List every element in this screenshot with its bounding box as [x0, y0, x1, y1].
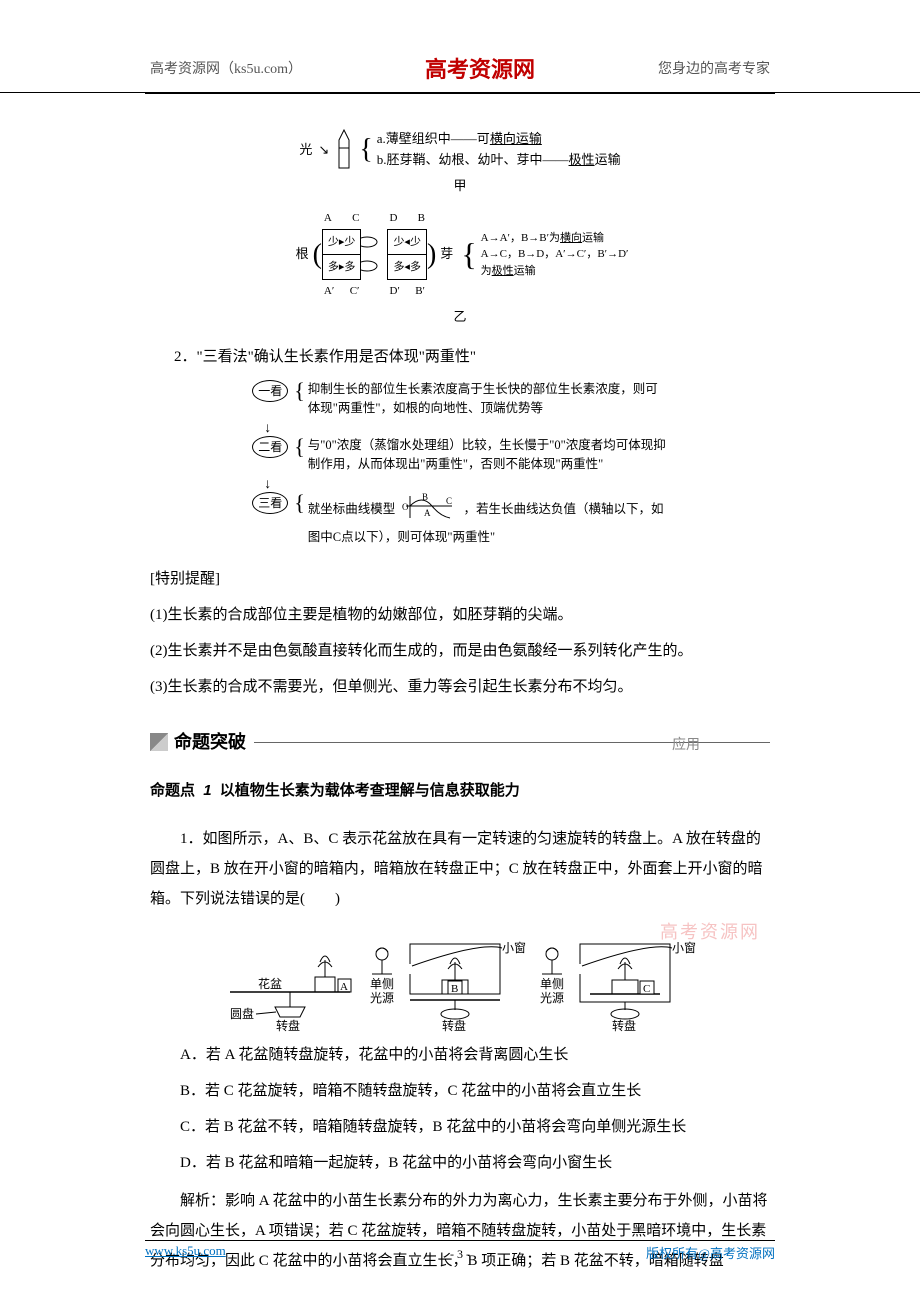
transport-brace: A→A′，B→B′为横向运输 A→C，B→D，A′→C′，B′→D′ 为极性运输 [481, 230, 629, 280]
svg-text:B: B [451, 983, 458, 995]
brace-icon: { [294, 436, 305, 458]
light-label: 光 [299, 140, 312, 161]
section-2-title: 2．"三看法"确认生长素作用是否体现"两重性" [174, 342, 770, 372]
svg-text:光源: 光源 [540, 991, 564, 1005]
analysis-block: 解析：影响 A 花盆中的小苗生长素分布的外力为离心力，生长素主要分布于外侧，小苗… [150, 1186, 770, 1276]
mini-graph-icon: O A B C [402, 492, 456, 528]
sankan-bubble-2: 二看 [252, 436, 288, 458]
d1-line-a: a.薄壁组织中——可横向运输 [377, 129, 621, 150]
svg-text:圆盘: 圆盘 [230, 1006, 254, 1021]
header-left: 高考资源网（ks5u.com） [150, 58, 302, 78]
svg-text:A: A [424, 508, 431, 518]
footer-url[interactable]: www.ks5u.com [145, 1243, 226, 1259]
figure-block: 高考资源网 花盆 A 圆盘 转盘 [150, 922, 770, 1032]
header-logo: 高考资源网 [425, 52, 535, 84]
sankan-row-3: 三看 { 就坐标曲线模型 O A B C [252, 492, 668, 547]
arrow-down-icon: ↓ [252, 479, 668, 492]
brace-line-0: A→A′，B→B′为横向运输 [481, 232, 604, 244]
svg-text:转盘: 转盘 [612, 1018, 636, 1032]
svg-text:O: O [402, 502, 409, 512]
cmd-line: 应用 [254, 742, 770, 743]
footer-copyright: 版权所有@高考资源网 [646, 1243, 775, 1262]
svg-text:A: A [340, 981, 348, 993]
brace-icon: { [461, 245, 476, 264]
topic-title: 命题点 1 以植物生长素为载体考查理解与信息获取能力 [150, 776, 770, 806]
arrow-down-icon: ↓ [252, 423, 668, 436]
brace-icon: ( [313, 245, 322, 265]
brace-icon: ) [427, 245, 436, 265]
watermark: 高考资源网 [660, 914, 760, 950]
svg-text:C: C [643, 983, 650, 995]
svg-text:转盘: 转盘 [276, 1018, 300, 1032]
content-area: 光 ↘ { a.薄壁组织中——可横向运输 b.胚芽鞘、幼根、幼叶、芽中——极性运… [0, 94, 920, 1276]
coleoptile-icon [329, 128, 359, 172]
root-tip-icon [361, 234, 387, 274]
header-right: 您身边的高考专家 [658, 58, 770, 78]
cmd-right: 应用 [672, 732, 700, 760]
cell-block-left: AC 少▸少多▸多 A′C′ [322, 207, 362, 302]
sankan-row-1: 一看 { 抑制生长的部位生长素浓度高于生长快的部位生长素浓度，则可体现"两重性"… [252, 380, 668, 418]
sankanfa-diagram: 一看 { 抑制生长的部位生长素浓度高于生长快的部位生长素浓度，则可体现"两重性"… [150, 380, 770, 553]
option-d: D．若 B 花盆和暗箱一起旋转，B 花盆中的小苗将会弯向小窗生长 [180, 1148, 770, 1178]
special-note: [特别提醒] (1)生长素的合成部位主要是植物的幼嫩部位，如胚芽鞘的尖端。 (2… [150, 564, 770, 702]
svg-text:单侧: 单侧 [370, 977, 394, 991]
caption-jia: 甲 [299, 176, 620, 197]
analysis-text: 解析：影响 A 花盆中的小苗生长素分布的外力为离心力，生长素主要分布于外侧，小苗… [150, 1186, 770, 1276]
sankan-row-2: 二看 { 与"0"浓度（蒸馏水处理组）比较，生长慢于"0"浓度者均可体现抑制作用… [252, 436, 668, 474]
page-footer: www.ks5u.com - 3 - 版权所有@高考资源网 [145, 1240, 775, 1262]
question-text: 1．如图所示，A、B、C 表示花盆放在具有一定转速的匀速旋转的转盘上。A 放在转… [150, 824, 770, 914]
diagram-jia: 光 ↘ { a.薄壁组织中——可横向运输 b.胚芽鞘、幼根、幼叶、芽中——极性运… [150, 128, 770, 197]
special-item-2: (2)生长素并不是由色氨酸直接转化而生成的，而是由色氨酸经一系列转化产生的。 [150, 636, 770, 666]
experiment-figure: 花盆 A 圆盘 转盘 单侧 光源 [220, 922, 700, 1032]
bud-label: 芽 [440, 241, 453, 267]
brace-icon: { [359, 142, 372, 159]
footer-page-num: - 3 - [450, 1247, 470, 1262]
root-label: 根 [296, 241, 309, 267]
caption-yi: 乙 [292, 304, 629, 330]
cmd-section: 命题突破 应用 [150, 724, 770, 760]
brace-line-2: 为极性运输 [481, 265, 536, 277]
svg-text:花盆: 花盆 [258, 976, 282, 991]
svg-text:转盘: 转盘 [442, 1018, 466, 1032]
svg-text:光源: 光源 [370, 991, 394, 1005]
svg-text:单侧: 单侧 [540, 977, 564, 991]
brace-icon: { [294, 492, 305, 514]
option-a: A．若 A 花盆随转盘旋转，花盆中的小苗将会背离圆心生长 [180, 1040, 770, 1070]
diagram-yi: 根 ( AC 少▸少多▸多 A′C′ DB 少◂少多◂多 D′B′ ) 芽 { … [150, 207, 770, 330]
d1-line-b: b.胚芽鞘、幼根、幼叶、芽中——极性运输 [377, 150, 621, 171]
special-item-1: (1)生长素的合成部位主要是植物的幼嫩部位，如胚芽鞘的尖端。 [150, 600, 770, 630]
sankan-bubble-1: 一看 [252, 380, 288, 402]
sankan-bubble-3: 三看 [252, 492, 288, 514]
cmd-title: 命题突破 [174, 724, 246, 760]
cell-block-right: DB 少◂少多◂多 D′B′ [387, 207, 427, 302]
page-header: 高考资源网（ks5u.com） 高考资源网 您身边的高考专家 [0, 0, 920, 93]
svg-text:B: B [422, 492, 428, 502]
option-c: C．若 B 花盆不转，暗箱随转盘旋转，B 花盆中的小苗将会弯向单侧光源生长 [180, 1112, 770, 1142]
svg-text:C: C [446, 496, 452, 506]
special-note-title: [特别提醒] [150, 564, 770, 594]
brace-icon: { [294, 380, 305, 402]
question-block: 1．如图所示，A、B、C 表示花盆放在具有一定转速的匀速旋转的转盘上。A 放在转… [150, 824, 770, 914]
section-icon [150, 733, 168, 751]
special-item-3: (3)生长素的合成不需要光，但单侧光、重力等会引起生长素分布不均匀。 [150, 672, 770, 702]
option-b: B．若 C 花盆旋转，暗箱不随转盘旋转，C 花盆中的小苗将会直立生长 [180, 1076, 770, 1106]
options-list: A．若 A 花盆随转盘旋转，花盆中的小苗将会背离圆心生长 B．若 C 花盆旋转，… [180, 1040, 770, 1178]
svg-text:小窗: 小窗 [502, 941, 526, 955]
arrow-icon: ↘ [318, 140, 329, 161]
